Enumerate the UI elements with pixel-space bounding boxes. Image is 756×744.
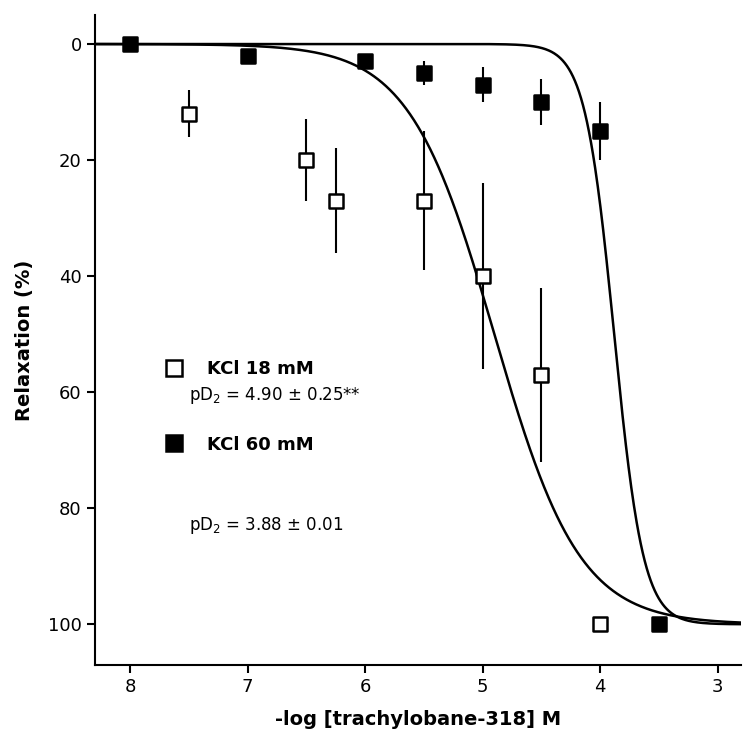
Text: pD$_2$ = 3.88 $\pm$ 0.01: pD$_2$ = 3.88 $\pm$ 0.01 — [189, 515, 343, 536]
Point — [359, 56, 371, 68]
Point — [242, 50, 254, 62]
Point — [300, 154, 312, 166]
Point — [124, 38, 136, 50]
Point — [594, 618, 606, 630]
Point — [183, 108, 195, 120]
Point — [476, 270, 488, 282]
Text: pD$_2$ = 4.90 $\pm$ 0.25**: pD$_2$ = 4.90 $\pm$ 0.25** — [189, 385, 361, 405]
Point — [535, 96, 547, 108]
X-axis label: -log [trachylobane-318] M: -log [trachylobane-318] M — [275, 710, 561, 729]
Point — [330, 195, 342, 207]
Point — [535, 369, 547, 381]
Point — [418, 67, 430, 79]
Point — [418, 195, 430, 207]
Y-axis label: Relaxation (%): Relaxation (%) — [15, 260, 34, 420]
Legend: KCl 18 mM, KCl 60 mM: KCl 18 mM, KCl 60 mM — [149, 353, 321, 461]
Point — [476, 79, 488, 91]
Point — [652, 618, 665, 630]
Point — [594, 125, 606, 137]
